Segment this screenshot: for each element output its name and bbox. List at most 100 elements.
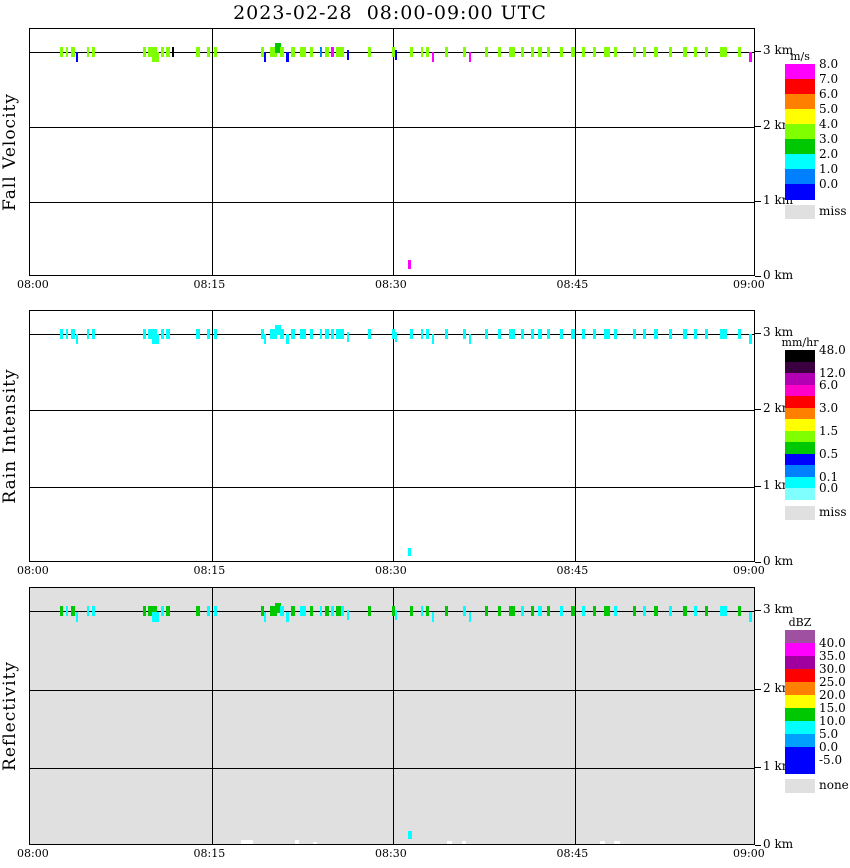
data-cell [445, 329, 448, 339]
data-cell [426, 47, 429, 57]
y-axis-label-reflectivity: Reflectivity [0, 661, 20, 771]
data-cell [196, 329, 200, 339]
colorbar-tick-label: 5.0 [819, 727, 839, 741]
data-cell [604, 47, 610, 57]
gridline-vertical [393, 588, 394, 844]
colorbar-swatch [785, 669, 815, 683]
data-cell [560, 329, 563, 339]
colorbar-swatch [785, 476, 815, 489]
colorbar-swatch [785, 64, 815, 80]
data-cell [462, 841, 466, 844]
data-cell [521, 47, 524, 57]
data-cell [654, 606, 658, 616]
data-cell [214, 47, 217, 57]
colorbar-tick-label: 10.0 [819, 714, 846, 728]
data-cell [71, 329, 75, 339]
data-cell [421, 47, 423, 57]
data-cell [325, 47, 329, 57]
colorbar-tick-label: 20.0 [819, 688, 846, 702]
colorbar-tick-label: 35.0 [819, 649, 846, 663]
data-cell [152, 52, 159, 62]
colorbar-tick-label: 1.5 [819, 423, 839, 438]
data-cell [270, 47, 277, 57]
colorbar-swatch [785, 94, 815, 110]
data-cell [270, 329, 277, 339]
data-cell [300, 47, 306, 57]
gridline-horizontal [30, 202, 754, 203]
colorbar-tick-label: 12.0 [819, 366, 846, 380]
x-tick-label: 08:00 [17, 278, 49, 291]
colorbar-tick-label: 15.0 [819, 701, 846, 715]
x-tick-label: 08:15 [193, 278, 226, 291]
data-cell [368, 606, 371, 616]
data-cell [161, 606, 164, 616]
data-cell [654, 47, 658, 57]
gridline-vertical [393, 29, 394, 275]
colorbar-swatch [785, 350, 815, 363]
data-cell [395, 332, 397, 342]
y-tick-mark [755, 562, 761, 563]
data-cell [633, 47, 636, 57]
data-cell [341, 329, 344, 339]
data-cell [291, 606, 295, 616]
colorbar-units-rain-intensity: mm/hr [781, 336, 819, 349]
y-axis-label-fall-velocity: Fall Velocity [0, 93, 20, 211]
data-cell [749, 52, 752, 62]
data-cell [669, 47, 672, 57]
x-tick-label: 09:00 [733, 278, 765, 291]
gridline-horizontal [30, 690, 754, 691]
data-cell [571, 47, 575, 57]
colorbar-tick-label: 48.0 [819, 343, 846, 357]
colorbar-swatch [785, 760, 815, 774]
data-cell [694, 606, 697, 616]
y-tick-mark [755, 610, 761, 612]
y-tick-mark [755, 125, 761, 127]
data-cell [313, 842, 317, 844]
y-tick-mark [755, 332, 761, 334]
colorbar-swatch [785, 79, 815, 95]
plot-panel-fall-velocity [29, 28, 755, 276]
colorbar-swatch [785, 407, 815, 420]
data-cell [521, 606, 524, 616]
data-cell [738, 47, 741, 57]
data-cell [749, 334, 752, 344]
data-cell [582, 606, 585, 616]
data-cell [408, 548, 411, 556]
x-tick-label: 09:00 [733, 847, 765, 860]
y-tick-label: 0 km [763, 837, 794, 851]
data-cell [408, 260, 411, 269]
colorbar-tick-label: 2.0 [819, 147, 839, 161]
data-cell [280, 47, 284, 57]
colorbar-swatch [785, 109, 815, 125]
y-tick-mark [755, 200, 761, 202]
colorbar-swatch [785, 453, 815, 466]
data-cell [347, 50, 349, 60]
colorbar-swatch [785, 384, 815, 397]
colorbar-tick-label: 5.0 [819, 102, 839, 116]
data-cell [207, 606, 210, 616]
colorbar-missing-label: miss [819, 204, 847, 218]
x-tick-label: 08:30 [375, 564, 407, 577]
data-cell [275, 603, 281, 613]
data-cell [92, 329, 95, 339]
data-cell [270, 606, 277, 616]
colorbar-tick-label: 3.0 [819, 400, 839, 415]
data-cell [463, 47, 466, 57]
colorbar-swatch [785, 656, 815, 670]
data-cell [341, 47, 344, 57]
colorbar-tick-label: 6.0 [819, 377, 839, 392]
data-cell [331, 329, 334, 339]
colorbar-swatch [785, 708, 815, 722]
plot-panel-rain-intensity [29, 310, 755, 562]
colorbar-tick-label: 0.0 [819, 177, 839, 191]
y-tick-label: 0 km [763, 268, 794, 282]
y-tick-mark [755, 276, 761, 277]
data-cell [241, 840, 253, 844]
data-cell [347, 332, 349, 342]
data-cell [161, 329, 164, 339]
data-cell [643, 329, 646, 339]
data-cell [498, 329, 501, 339]
data-cell [445, 606, 448, 616]
data-cell [286, 612, 289, 622]
data-cell [331, 47, 334, 57]
